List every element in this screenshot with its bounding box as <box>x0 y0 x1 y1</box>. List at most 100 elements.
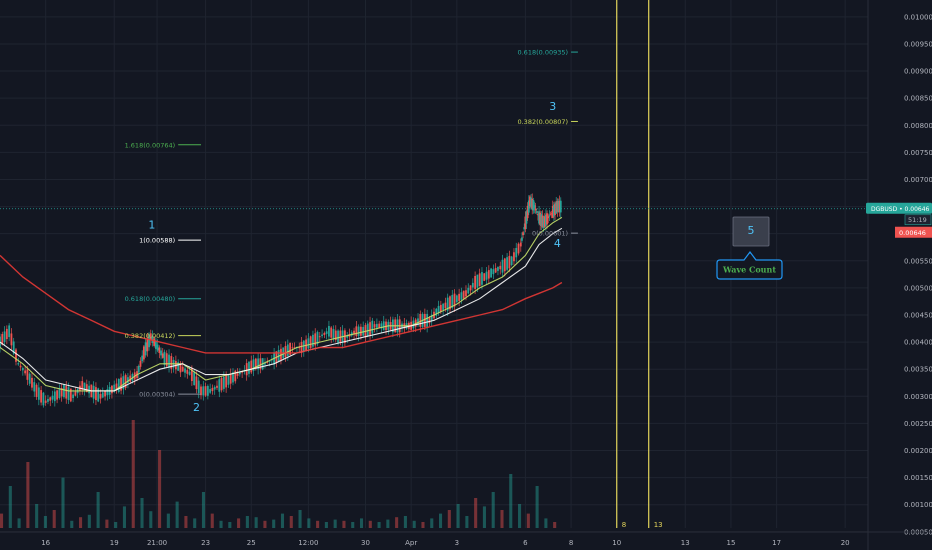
volume-bar <box>438 513 443 528</box>
moving-average-slow <box>0 254 563 354</box>
volume-bar <box>237 518 241 528</box>
candle-body <box>85 384 88 393</box>
volume-bar <box>430 518 434 528</box>
candle-body <box>245 363 248 376</box>
candle-body <box>56 390 59 400</box>
candle-body <box>539 212 542 225</box>
volume-bar <box>395 517 399 528</box>
volume-bar <box>280 513 285 528</box>
volume-bar <box>307 518 311 528</box>
candle-body <box>33 382 36 392</box>
candle-body <box>63 384 65 398</box>
candle-body <box>323 332 326 336</box>
candle-body <box>40 390 43 403</box>
candle-body <box>503 258 506 272</box>
candle-body <box>534 208 537 211</box>
x-axis-tick-label: 10 <box>612 539 621 547</box>
candle-body <box>17 363 20 365</box>
candle-body <box>143 346 145 360</box>
volume-bar <box>210 513 214 528</box>
candle-body <box>238 372 241 375</box>
wave-count-callout-text: Wave Count <box>722 265 776 275</box>
candle-body <box>227 375 230 385</box>
time-marker-label: 8 <box>622 521 626 529</box>
candle-body <box>49 397 52 401</box>
y-axis-tick-label: 0.00150 <box>904 474 932 482</box>
candle-body <box>127 377 129 383</box>
volume-bar <box>403 516 407 528</box>
candle-body <box>266 362 269 363</box>
fib-level-label: 0.382(0.00807) <box>517 118 568 126</box>
candle-body <box>286 344 289 356</box>
candle-body <box>476 274 479 288</box>
candle-body <box>154 340 157 349</box>
volume-bar <box>289 516 293 528</box>
candle-body <box>546 213 548 225</box>
y-axis-tick-label: 0.00850 <box>904 95 932 103</box>
volume-bar <box>456 504 460 528</box>
candle-body <box>99 393 102 399</box>
candle-body <box>129 375 132 382</box>
candle-body <box>535 211 538 213</box>
wave-5-box[interactable] <box>732 216 770 247</box>
fib-level-label: 0.618(0.00935) <box>517 49 568 57</box>
volume-bar <box>131 420 135 528</box>
volume-bar <box>535 486 539 528</box>
candle-body <box>81 381 84 390</box>
volume-bar <box>26 462 30 528</box>
candle-body <box>195 376 198 390</box>
candle-body <box>451 294 454 308</box>
candle-body <box>74 391 77 396</box>
volume-bar <box>474 498 478 528</box>
volume-bar <box>386 519 390 528</box>
candle-body <box>455 295 458 303</box>
candle-body <box>216 385 218 388</box>
volume-bar <box>245 516 249 528</box>
volume-bar <box>166 513 170 528</box>
candle-body <box>148 334 150 348</box>
moving-average-fast <box>0 216 563 392</box>
candle-body <box>307 338 310 349</box>
candle-body <box>318 336 321 338</box>
candle-body <box>369 322 371 335</box>
candle-body <box>330 327 333 338</box>
candle-body <box>366 323 369 337</box>
candle-body <box>360 326 362 336</box>
candle-body <box>252 359 255 371</box>
volume-bar <box>140 498 144 528</box>
candle-body <box>508 255 511 269</box>
y-axis-tick-label: 0.00200 <box>904 447 932 455</box>
volume-bar <box>149 511 153 528</box>
candle-body <box>15 349 17 362</box>
candle-body <box>293 347 296 349</box>
candle-body <box>197 380 200 394</box>
candle-body <box>474 275 477 289</box>
x-axis-tick-label: 13 <box>681 539 690 547</box>
volume-bar <box>491 492 495 528</box>
volume-bar <box>272 519 276 528</box>
candle-body <box>494 268 497 273</box>
candle-body <box>554 203 556 215</box>
x-axis-tick-label: 20 <box>841 539 850 547</box>
volume-bar <box>17 518 21 528</box>
candle-body <box>371 320 374 334</box>
candle-body <box>5 328 8 340</box>
candle-body <box>449 296 451 310</box>
candle-body <box>250 360 253 373</box>
candle-body <box>428 317 431 324</box>
symbol-price-text: DGBUSD • 0.00646 <box>871 206 930 213</box>
candle-body <box>115 383 118 391</box>
y-axis-tick-label: 0.00750 <box>904 149 932 157</box>
candle-body <box>190 368 193 382</box>
candle-body <box>380 323 383 329</box>
wave-count-callout[interactable] <box>716 251 783 280</box>
x-axis-tick-label: 25 <box>247 539 256 547</box>
candle-body <box>21 368 24 371</box>
y-axis-tick-label: 0.00950 <box>904 40 932 48</box>
candle-body <box>557 200 560 213</box>
candle-body <box>314 333 317 346</box>
candle-body <box>222 376 225 389</box>
candle-body <box>35 384 38 397</box>
candle-body <box>430 314 433 321</box>
